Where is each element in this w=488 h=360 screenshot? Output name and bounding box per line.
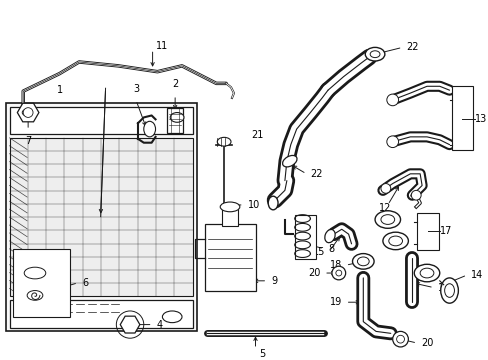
Bar [5,103,196,332]
Ellipse shape [282,156,296,167]
Text: 2: 2 [172,79,178,89]
Ellipse shape [380,215,394,224]
Bar [9,107,192,134]
Ellipse shape [143,121,155,137]
Ellipse shape [18,107,36,118]
Bar [222,207,237,226]
Text: 20: 20 [420,338,433,348]
Ellipse shape [22,109,32,116]
Ellipse shape [162,311,182,323]
Circle shape [331,266,345,280]
Ellipse shape [220,202,239,212]
Circle shape [335,270,341,276]
Ellipse shape [324,229,334,243]
Text: 17: 17 [439,226,451,236]
Text: 19: 19 [329,297,341,307]
Text: 4: 4 [156,320,163,330]
Ellipse shape [388,236,402,246]
Bar [204,224,255,291]
Ellipse shape [268,196,278,210]
Text: 3: 3 [133,84,139,94]
Bar [450,86,472,149]
Ellipse shape [27,291,43,300]
Text: 7: 7 [25,136,31,146]
Ellipse shape [382,232,407,250]
Text: 15: 15 [312,247,325,257]
Ellipse shape [440,278,457,303]
Ellipse shape [369,51,379,58]
Bar [416,213,438,250]
Ellipse shape [374,211,400,228]
Ellipse shape [365,48,384,61]
Text: 6: 6 [82,278,88,288]
Text: 13: 13 [474,114,486,124]
Text: 21: 21 [250,130,263,140]
Ellipse shape [444,284,453,297]
Circle shape [380,184,390,193]
Text: 5: 5 [259,349,265,359]
Circle shape [23,108,33,117]
Text: 18: 18 [329,260,341,270]
Circle shape [386,136,398,148]
Ellipse shape [357,257,368,266]
Bar [167,108,183,133]
Ellipse shape [352,253,373,269]
Bar [13,249,70,317]
Ellipse shape [170,113,183,122]
Text: 20: 20 [307,268,320,278]
Text: 11: 11 [155,41,167,51]
Ellipse shape [413,264,439,282]
Text: 10: 10 [247,200,260,210]
Ellipse shape [217,138,230,146]
Text: 9: 9 [271,276,277,286]
Text: 8: 8 [327,244,333,254]
Ellipse shape [24,267,46,279]
Text: 12: 12 [378,203,390,213]
Text: 1: 1 [57,85,62,95]
Bar [9,300,192,328]
Bar [9,138,192,296]
Circle shape [392,332,407,347]
Text: 14: 14 [470,270,482,280]
Text: 22: 22 [406,42,418,53]
Text: 16: 16 [437,283,449,293]
Text: 22: 22 [310,169,322,179]
Circle shape [396,335,404,343]
Circle shape [386,94,398,106]
Bar [294,215,316,260]
Ellipse shape [419,268,433,278]
Circle shape [410,190,420,200]
